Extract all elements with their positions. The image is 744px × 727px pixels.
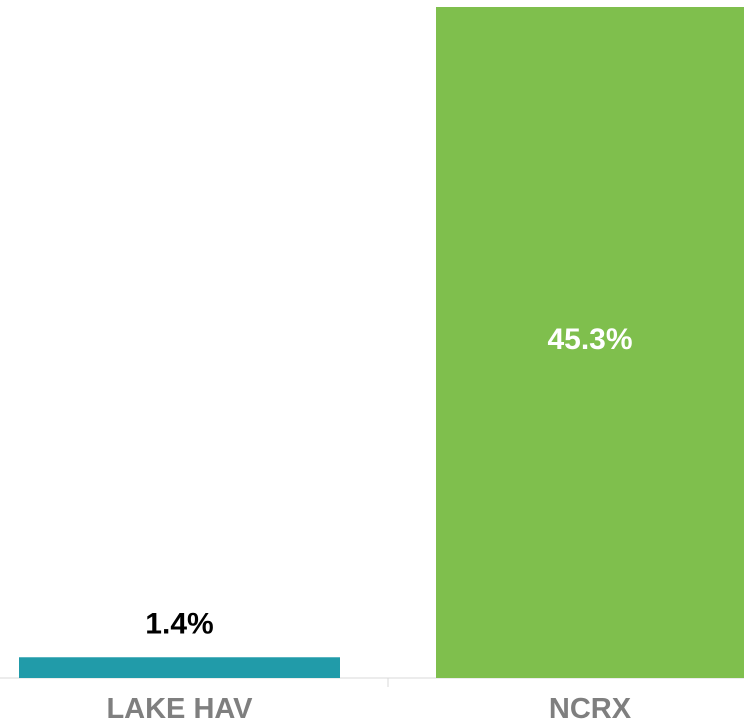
data-label-lake-hav: 1.4% xyxy=(145,607,213,640)
labels-layer: 1.4% LAKE HAV 45.3% NCRX xyxy=(106,323,632,725)
category-label-lake-hav: LAKE HAV xyxy=(106,693,253,722)
category-label-ncrx: NCRX xyxy=(549,693,632,722)
bar-lake-hav xyxy=(19,657,340,678)
bars-layer xyxy=(19,7,744,678)
bar-ncrx xyxy=(436,7,744,678)
data-label-ncrx: 45.3% xyxy=(547,323,632,356)
